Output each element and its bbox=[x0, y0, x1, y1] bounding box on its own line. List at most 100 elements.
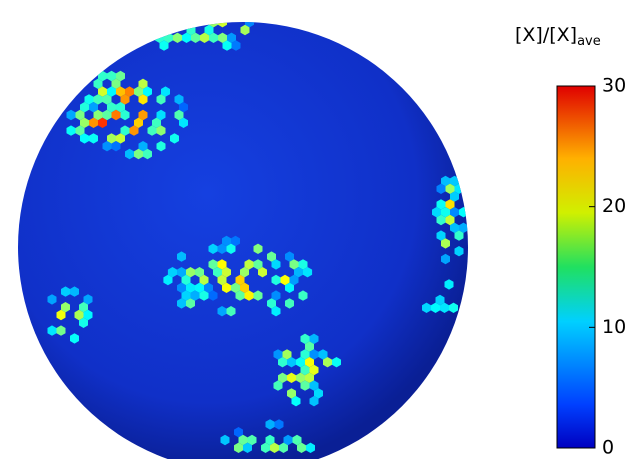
hex-cell bbox=[265, 419, 275, 430]
hex-cell bbox=[111, 78, 121, 89]
hex-cell bbox=[93, 78, 103, 89]
hex-cell bbox=[296, 372, 305, 383]
hex-cell bbox=[285, 298, 294, 309]
hex-cell bbox=[285, 282, 294, 293]
hex-cell bbox=[209, 32, 218, 43]
hex-cell bbox=[66, 125, 76, 136]
hex-cell bbox=[169, 9, 178, 19]
hex-cell bbox=[191, 22, 200, 28]
hex-cell bbox=[217, 243, 227, 254]
hex-cell bbox=[143, 148, 152, 160]
hex-cell bbox=[305, 357, 314, 368]
hex-cell bbox=[120, 94, 130, 105]
hex-cell bbox=[182, 22, 191, 28]
hex-cell bbox=[107, 133, 116, 144]
hex-cell bbox=[107, 102, 116, 113]
hex-cell bbox=[431, 302, 440, 313]
hex-cell bbox=[138, 94, 148, 105]
hex-cell bbox=[138, 78, 148, 89]
hex-cell bbox=[182, 32, 191, 43]
hex-cell bbox=[280, 274, 290, 286]
hex-cell bbox=[298, 290, 308, 301]
hex-cell bbox=[208, 243, 218, 254]
hex-cell bbox=[138, 141, 148, 152]
hex-cell bbox=[125, 148, 134, 160]
hex-cell bbox=[289, 259, 299, 270]
hex-cell bbox=[441, 238, 450, 249]
hex-cell bbox=[300, 380, 310, 391]
hex-cell bbox=[436, 230, 446, 241]
hex-cell bbox=[231, 282, 240, 293]
hex-cell bbox=[435, 294, 445, 306]
hex-cell bbox=[287, 388, 296, 399]
hex-cell bbox=[190, 290, 200, 301]
hex-cell bbox=[143, 86, 152, 97]
hex-cell bbox=[134, 86, 143, 97]
hex-cell bbox=[47, 294, 57, 305]
hex-cell bbox=[218, 32, 227, 43]
tick-label: 20 bbox=[602, 195, 626, 217]
hex-cell bbox=[156, 125, 166, 136]
hex-cell bbox=[98, 86, 107, 97]
hex-cell bbox=[56, 309, 66, 321]
hex-cell bbox=[282, 349, 292, 360]
hex-cell bbox=[314, 388, 323, 399]
hex-cell bbox=[199, 290, 209, 301]
label-main: [X]/[X] bbox=[515, 24, 577, 46]
hex-cell bbox=[173, 32, 182, 43]
hex-cell bbox=[116, 133, 125, 144]
hex-cell bbox=[75, 109, 85, 121]
hex-cell bbox=[56, 325, 66, 336]
hex-cell bbox=[444, 279, 454, 290]
hex-cell bbox=[129, 125, 139, 136]
hex-cell bbox=[274, 419, 284, 430]
hex-cell bbox=[177, 251, 186, 262]
hex-cell bbox=[270, 442, 279, 453]
hex-cell bbox=[102, 141, 112, 152]
hex-cell bbox=[163, 274, 173, 286]
hex-cell bbox=[267, 298, 276, 309]
hex-cell bbox=[273, 380, 283, 391]
hex-cell bbox=[89, 133, 98, 144]
hex-cell bbox=[305, 372, 314, 383]
hex-cell bbox=[174, 94, 184, 105]
hex-cell bbox=[102, 109, 112, 121]
hex-cell bbox=[159, 40, 169, 51]
hex-cell bbox=[217, 306, 227, 317]
hex-cell bbox=[235, 290, 245, 301]
hex-cell bbox=[98, 70, 107, 82]
hex-cell bbox=[217, 259, 227, 270]
hex-cell bbox=[235, 274, 245, 286]
hex-cell bbox=[80, 102, 89, 113]
hex-cell bbox=[222, 282, 231, 293]
hex-cell bbox=[217, 274, 227, 286]
hex-cell bbox=[156, 109, 166, 121]
hex-cell bbox=[300, 333, 310, 344]
hex-cell bbox=[199, 274, 209, 286]
hex-cell bbox=[226, 243, 236, 254]
tick-label: 30 bbox=[602, 75, 626, 97]
hex-cell bbox=[61, 302, 70, 313]
hex-cell bbox=[152, 117, 161, 128]
hex-cell bbox=[177, 298, 186, 309]
hex-cell bbox=[170, 133, 179, 144]
hex-cell bbox=[98, 117, 107, 128]
hex-cell bbox=[186, 282, 195, 293]
hex-cell bbox=[305, 341, 314, 352]
hex-cell bbox=[436, 183, 446, 194]
hex-cell bbox=[107, 70, 116, 82]
hex-cell bbox=[309, 333, 319, 344]
hex-cell bbox=[47, 325, 57, 336]
hex-cell bbox=[332, 357, 341, 368]
hex-cell bbox=[234, 427, 243, 438]
hex-cell bbox=[227, 32, 236, 43]
hex-cell bbox=[441, 207, 450, 218]
hex-cell bbox=[147, 125, 157, 136]
hex-cell bbox=[297, 442, 306, 453]
hex-cell bbox=[93, 94, 103, 105]
hex-cell bbox=[200, 32, 209, 43]
hex-cell bbox=[289, 274, 299, 286]
hex-cell bbox=[208, 290, 218, 301]
hex-cell bbox=[80, 133, 89, 144]
hex-cell bbox=[195, 282, 204, 293]
